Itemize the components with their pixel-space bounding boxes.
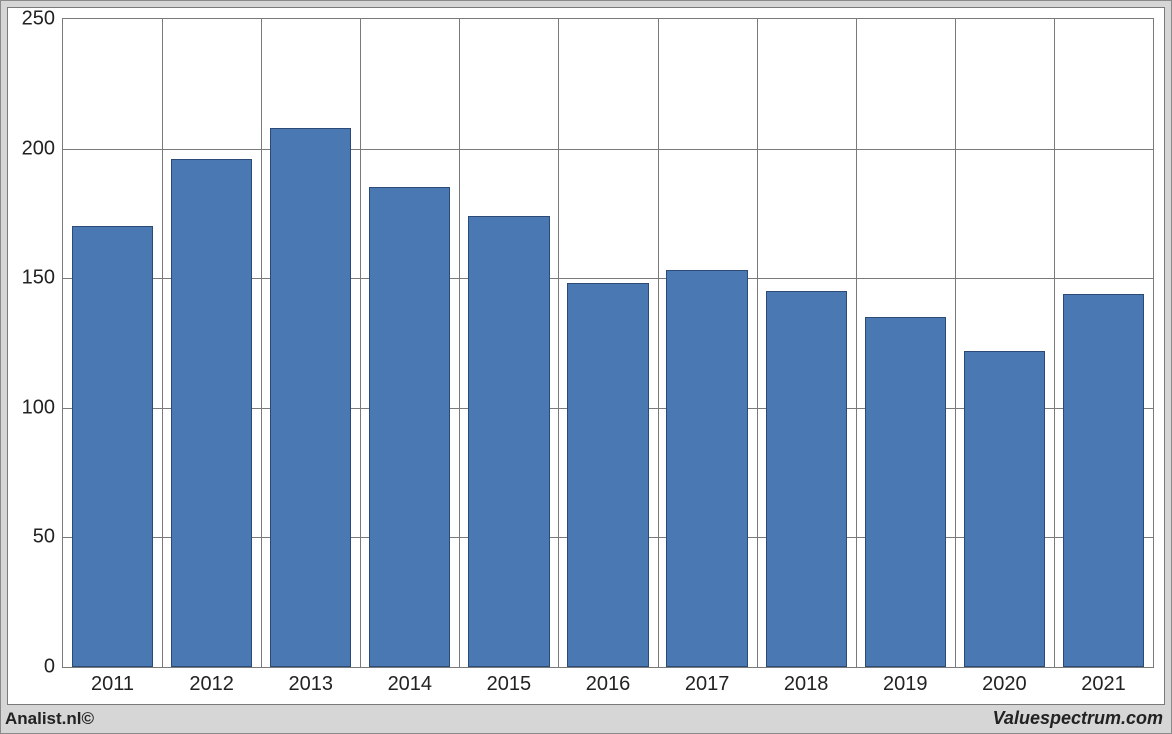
bar <box>766 291 847 667</box>
bar <box>171 159 252 667</box>
chart-container: 0 50 100 150 200 250 2011 2012 2013 2014 2015 2016 2… <box>0 0 1172 734</box>
y-axis-tick-label: 150 <box>22 267 63 290</box>
y-axis-tick-label: 100 <box>22 396 63 419</box>
gridline-vertical <box>360 19 361 667</box>
gridline-vertical <box>757 19 758 667</box>
y-axis-tick-label: 250 <box>22 8 63 31</box>
x-axis-tick-label: 2015 <box>487 667 532 696</box>
chart-box: 0 50 100 150 200 250 2011 2012 2013 2014 2015 2016 2… <box>7 7 1165 705</box>
x-axis-tick-label: 2012 <box>189 667 234 696</box>
gridline-vertical <box>162 19 163 667</box>
y-axis-tick-label: 50 <box>33 526 63 549</box>
bar <box>1063 294 1144 667</box>
y-axis-tick-label: 0 <box>44 656 63 679</box>
x-axis-tick-label: 2014 <box>388 667 433 696</box>
bar <box>468 216 549 667</box>
bar <box>72 226 153 667</box>
gridline-vertical <box>459 19 460 667</box>
gridline-vertical <box>558 19 559 667</box>
gridline-vertical <box>955 19 956 667</box>
footer-right-credit: Valuespectrum.com <box>993 708 1163 729</box>
x-axis-tick-label: 2013 <box>288 667 333 696</box>
x-axis-tick-label: 2018 <box>784 667 829 696</box>
plot-area: 0501001502002502011201220132014201520162… <box>62 18 1154 668</box>
gridline-horizontal <box>63 149 1153 150</box>
y-axis-tick-label: 200 <box>22 137 63 160</box>
x-axis-tick-label: 2020 <box>982 667 1027 696</box>
gridline-vertical <box>658 19 659 667</box>
gridline-vertical <box>856 19 857 667</box>
x-axis-tick-label: 2019 <box>883 667 928 696</box>
x-axis-tick-label: 2021 <box>1081 667 1126 696</box>
x-axis-tick-label: 2016 <box>586 667 631 696</box>
gridline-vertical <box>261 19 262 667</box>
bar <box>270 128 351 667</box>
bar <box>865 317 946 667</box>
footer-left-credit: Analist.nl© <box>5 709 94 729</box>
x-axis-tick-label: 2017 <box>685 667 730 696</box>
bar <box>964 351 1045 667</box>
bar <box>567 283 648 667</box>
gridline-vertical <box>1054 19 1055 667</box>
x-axis-tick-label: 2011 <box>91 667 134 696</box>
bar <box>369 187 450 667</box>
bar <box>666 270 747 667</box>
